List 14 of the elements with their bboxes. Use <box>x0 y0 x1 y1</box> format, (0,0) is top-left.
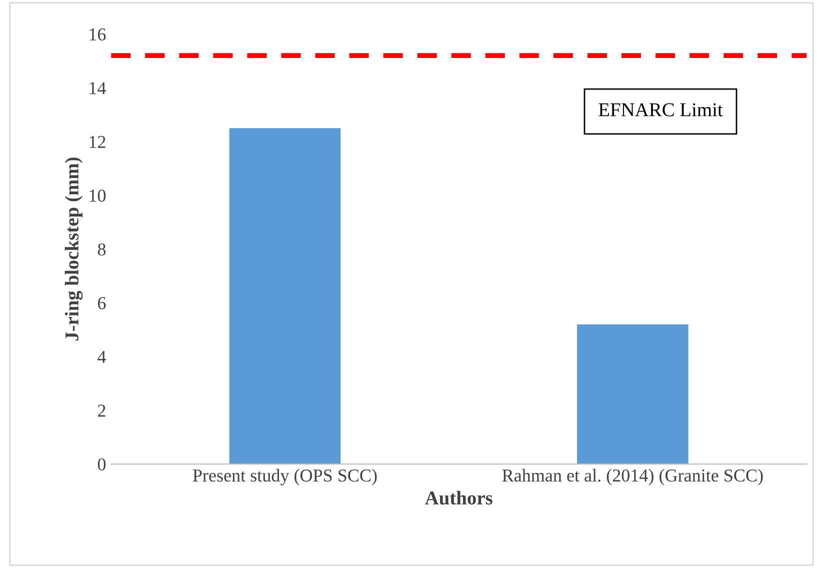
y-tick-label: 4 <box>98 350 106 363</box>
x-axis-title: Authors <box>424 490 492 505</box>
ref-line-label: EFNARC Limit <box>598 103 723 116</box>
y-tick-label: 2 <box>98 404 106 417</box>
x-tick-label: Rahman et al. (2014) (Granite SCC) <box>502 468 763 486</box>
x-tick-label: Present study (OPS SCC) <box>192 468 377 486</box>
y-tick-label: 6 <box>98 297 106 310</box>
y-axis-title: J-ring blockstep (mm) <box>64 158 83 341</box>
y-tick-label: 10 <box>90 190 106 202</box>
y-tick-label: 12 <box>90 136 106 148</box>
y-tick-label: 16 <box>90 28 106 41</box>
y-tick-label: 8 <box>98 243 106 256</box>
y-tick-label: 0 <box>98 458 106 470</box>
y-tick-label: 14 <box>90 82 106 94</box>
